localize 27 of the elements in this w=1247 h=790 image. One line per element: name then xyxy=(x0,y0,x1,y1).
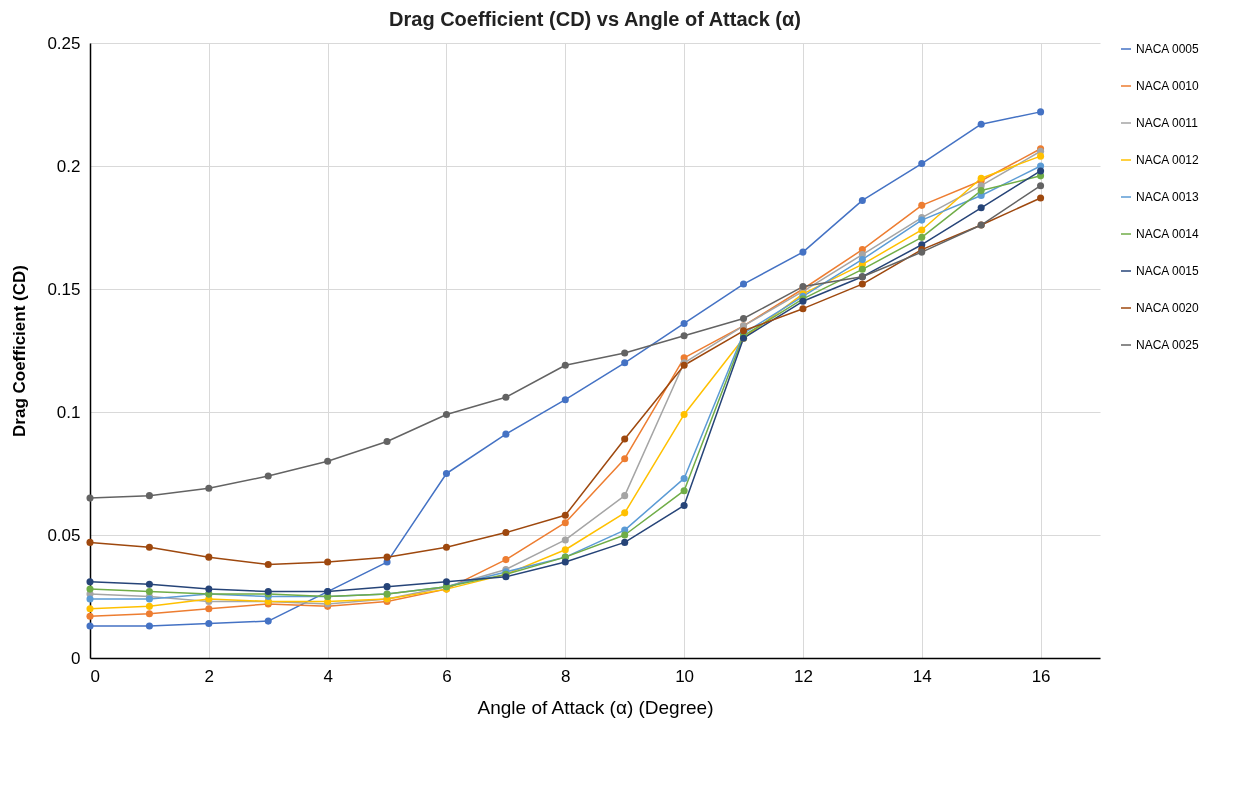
x-tick-label: 6 xyxy=(442,666,452,686)
legend-label: NACA 0013 xyxy=(1136,190,1200,204)
x-tick-label: 14 xyxy=(912,666,932,686)
y-tick-label: 0.15 xyxy=(47,279,81,299)
y-tick-label: 0 xyxy=(71,648,81,668)
x-tick-label: 2 xyxy=(204,666,215,686)
legend-label: NACA 0025 xyxy=(1136,338,1200,352)
x-axis-title: Angle of Attack (α) (Degree) xyxy=(477,696,714,718)
y-tick-label: 0.05 xyxy=(47,525,81,545)
legend-label: NACA 0012 xyxy=(1136,153,1200,167)
chart-title: Drag Coefficient (CD) vs Angle of Attack (α) xyxy=(389,8,801,30)
y-axis-title: Drag Coefficient (CD) xyxy=(10,265,30,437)
legend-label: NACA 0015 xyxy=(1136,264,1200,278)
x-tick-label: 12 xyxy=(793,666,813,686)
x-tick-label: 10 xyxy=(675,666,695,686)
legend-label: NACA 0014 xyxy=(1136,227,1200,241)
y-tick-label: 0.2 xyxy=(56,156,81,176)
legend-label: NACA 0011 xyxy=(1136,116,1199,130)
y-tick-label: 0.25 xyxy=(47,33,81,53)
legend-label: NACA 0010 xyxy=(1136,79,1200,93)
x-tick-label: 4 xyxy=(323,666,333,686)
legend-label: NACA 0020 xyxy=(1136,301,1200,315)
y-tick-label: 0.1 xyxy=(56,402,81,422)
x-tick-label: 8 xyxy=(561,666,571,686)
x-tick-label: 0 xyxy=(90,666,100,686)
x-tick-label: 16 xyxy=(1031,666,1051,686)
legend-label: NACA 0005 xyxy=(1136,42,1200,56)
